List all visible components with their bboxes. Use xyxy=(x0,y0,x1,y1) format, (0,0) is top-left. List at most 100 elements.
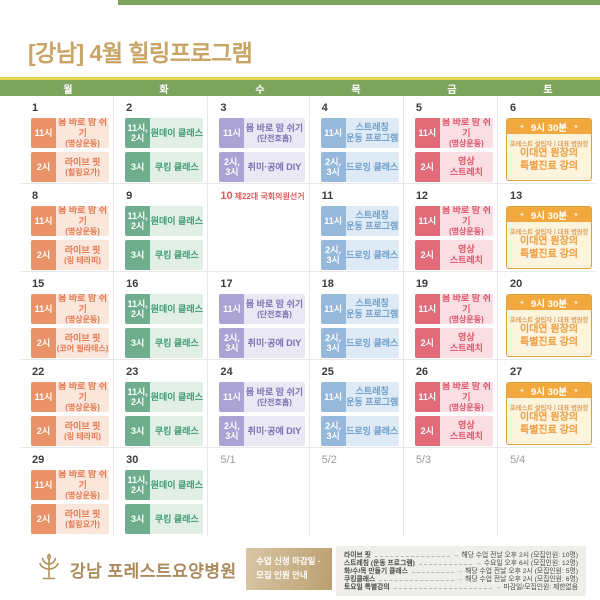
date-number: 17 xyxy=(220,278,233,290)
date-number: 3 xyxy=(220,102,227,114)
program-label-line: 원데이 클래스 xyxy=(150,479,203,490)
program-block: 2시, 3시 드로잉 클래스 xyxy=(320,416,399,446)
program-label-line: (명상운동) xyxy=(449,227,484,236)
time-chip: 3시 xyxy=(125,328,151,358)
program-block: 11시 몸 바로 맘 쉬기 (단전호흡) xyxy=(219,294,305,324)
program-label-line: 스트레칭 xyxy=(355,210,389,221)
time-chip: 2시 xyxy=(414,152,440,182)
program-label: 스트레칭 운동 프로그램 xyxy=(345,382,399,412)
weekday-label: 월 xyxy=(63,84,73,96)
program-label-line: 운동 프로그램 xyxy=(346,397,399,407)
program-label: 스트레칭 운동 프로그램 xyxy=(345,294,399,324)
time-chip: 11시, 2시 xyxy=(125,470,151,500)
date-number: 5/1 xyxy=(220,454,236,466)
calendar-day-cell: 1 11시 몸 바로 맘 쉬기 (명상운동) 2시 라이브 핏 (힐링요가) xyxy=(20,96,115,184)
program-label: 쿠킹 클래스 xyxy=(150,416,204,446)
program-blocks: 11시, 2시 원데이 클래스 3시 쿠킹 클래스 xyxy=(125,382,204,446)
legend-arrow-icon: → xyxy=(452,552,460,560)
program-block: 11시 몸 바로 맘 쉬기 (명상운동) xyxy=(31,206,110,236)
legend-label: 스트레칭 (운동 프로그램) xyxy=(344,559,415,567)
program-label-line: 쿠킹 클래스 xyxy=(154,513,199,524)
program-label-line: (링 테라피) xyxy=(64,255,102,265)
program-label-line: 영상 xyxy=(458,156,475,167)
legend-arrow-icon: → xyxy=(475,560,482,568)
program-label-line: 운동 프로그램 xyxy=(346,221,399,231)
time-chip: 2시, 3시 xyxy=(320,240,346,270)
time-chip: 2시 xyxy=(31,504,56,534)
date-number: 18 xyxy=(321,278,334,290)
page-title: [강남] 4월 힐링프로그램 xyxy=(28,34,253,68)
calendar-day-cell: 29 11시 몸 바로 맘 쉬기 (명상운동) 2시 라이브 핏 (힐링요가) xyxy=(20,448,115,536)
date-number: 5 xyxy=(415,102,422,114)
program-blocks: 11시 몸 바로 맘 쉬기 (명상운동) 2시 라이브 핏 (코어 필라테스) xyxy=(31,294,110,358)
calendar-day-cell: 4 11시 스트레칭 운동 프로그램 2시, 3시 드로잉 클래스 xyxy=(309,96,404,184)
time-chip: 2시, 3시 xyxy=(320,328,346,358)
program-label-line: 몸 바로 맘 쉬기 xyxy=(245,298,304,309)
special-lecture-title-line: 특별진료 강의 xyxy=(520,336,578,348)
time-chip: 11시, 2시 xyxy=(125,294,151,324)
program-block: 3시 쿠킹 클래스 xyxy=(125,416,204,446)
program-blocks: 11시 몸 바로 맘 쉬기 (명상운동) 2시 영상 스트레치 xyxy=(414,382,493,446)
time-chip: 11시, 2시 xyxy=(125,382,151,412)
special-lecture-subtitle: 포레스트 설립자ㅣ대표 병원장 xyxy=(509,405,589,412)
program-label-line: 라이브 핏 xyxy=(64,156,101,167)
program-label-line: 스트레치 xyxy=(449,255,483,265)
program-label-line: (명상운동) xyxy=(449,315,484,324)
calendar-day-cell: 15 11시 몸 바로 맘 쉬기 (명상운동) 2시 라이브 핏 (코어 필라테스) xyxy=(20,272,115,360)
program-label: 취미·공예 DIY xyxy=(244,416,305,446)
program-label-line: (힐링요가) xyxy=(65,519,100,529)
program-label: 드로잉 클래스 xyxy=(345,328,399,358)
program-label-line: 스트레칭 xyxy=(355,298,389,309)
date-number: 2 xyxy=(126,102,133,114)
time-chip: 11시 xyxy=(320,382,346,412)
hospital-name: 강남 포레스트요양병원 xyxy=(70,562,237,581)
program-label-line: 스트레치 xyxy=(449,431,483,441)
date-number: 1 xyxy=(32,102,39,114)
program-label-line: (링 테라피) xyxy=(64,431,102,441)
program-label: 몸 바로 맘 쉬기 (명상운동) xyxy=(439,294,493,324)
special-time-text: 9시 30분 xyxy=(531,298,567,310)
sparkle-icon: ✦ xyxy=(572,123,579,131)
date-number: 25 xyxy=(321,366,334,378)
program-label-line: 쿠킹 클래스 xyxy=(154,425,199,436)
notice-line-1: 수업 신청 마감일 · xyxy=(256,556,321,567)
date-number: 9 xyxy=(126,190,133,202)
time-chip: 3시 xyxy=(125,504,151,534)
date-number: 5/4 xyxy=(510,454,526,466)
program-blocks: 11시 몸 바로 맘 쉬기 (명상운동) 2시 라이브 핏 (힐링요가) xyxy=(31,470,110,534)
special-lecture-subtitle: 포레스트 설립자ㅣ대표 병원장 xyxy=(509,317,589,324)
legend-row: 쿠킹클래스 → 해당 수업 전날 오후 2시 (모집인원: 6명) xyxy=(344,576,578,583)
program-label: 몸 바로 맘 쉬기 (명상운동) xyxy=(439,206,493,236)
program-block: 11시 몸 바로 맘 쉬기 (명상운동) xyxy=(31,382,110,412)
date-number: 26 xyxy=(415,366,429,378)
program-label: 드로잉 클래스 xyxy=(345,416,399,446)
time-chip: 11시 xyxy=(320,118,346,148)
program-block: 11시 몸 바로 맘 쉬기 (명상운동) xyxy=(414,382,493,412)
program-label-line: (힐링요가) xyxy=(65,167,100,177)
program-label-line: 드로잉 클래스 xyxy=(346,249,399,260)
program-block: 2시, 3시 드로잉 클래스 xyxy=(320,240,399,270)
time-chip: 11시 xyxy=(320,206,346,236)
legend-value: 해당 수업 전날 오후 2시 (모집인원: 10명) xyxy=(461,552,578,559)
calendar-day-cell: 26 11시 몸 바로 맘 쉬기 (명상운동) 2시 영상 스트레치 xyxy=(403,360,498,448)
program-label-line: 몸 바로 맘 쉬기 xyxy=(245,122,304,133)
program-label-line: 원데이 클래스 xyxy=(150,303,203,314)
special-lecture-time: ✦ 9시 30분 ✦ xyxy=(507,207,591,222)
legend-value: 해당 수업 전날 오후 2시 (모집인원: 6명) xyxy=(465,575,578,583)
program-label: 라이브 핏 (링 테라피) xyxy=(56,240,110,270)
special-lecture-box: ✦ 9시 30분 ✦ 포레스트 설립자ㅣ대표 병원장 이대연 원장의 특별진료 강의 xyxy=(506,118,592,181)
date-number: 10 제22대 국회의원선거 xyxy=(220,190,305,202)
time-chip: 11시 xyxy=(414,382,440,412)
calendar-day-cell: 10 제22대 국회의원선거 xyxy=(208,184,310,272)
program-label-line: 취미·공예 DIY xyxy=(247,161,302,172)
time-chip: 2시 xyxy=(31,240,56,270)
program-label-line: 영상 xyxy=(458,244,475,255)
legend-arrow-icon: → xyxy=(456,568,464,576)
program-blocks: 11시, 2시 원데이 클래스 3시 쿠킹 클래스 xyxy=(125,470,204,534)
time-chip: 11시 xyxy=(414,118,440,148)
program-label-line: 스트레치 xyxy=(449,343,483,353)
program-block: 3시 쿠킹 클래스 xyxy=(125,504,204,534)
program-blocks: 11시 몸 바로 맘 쉬기 (명상운동) 2시 영상 스트레치 xyxy=(414,206,493,270)
